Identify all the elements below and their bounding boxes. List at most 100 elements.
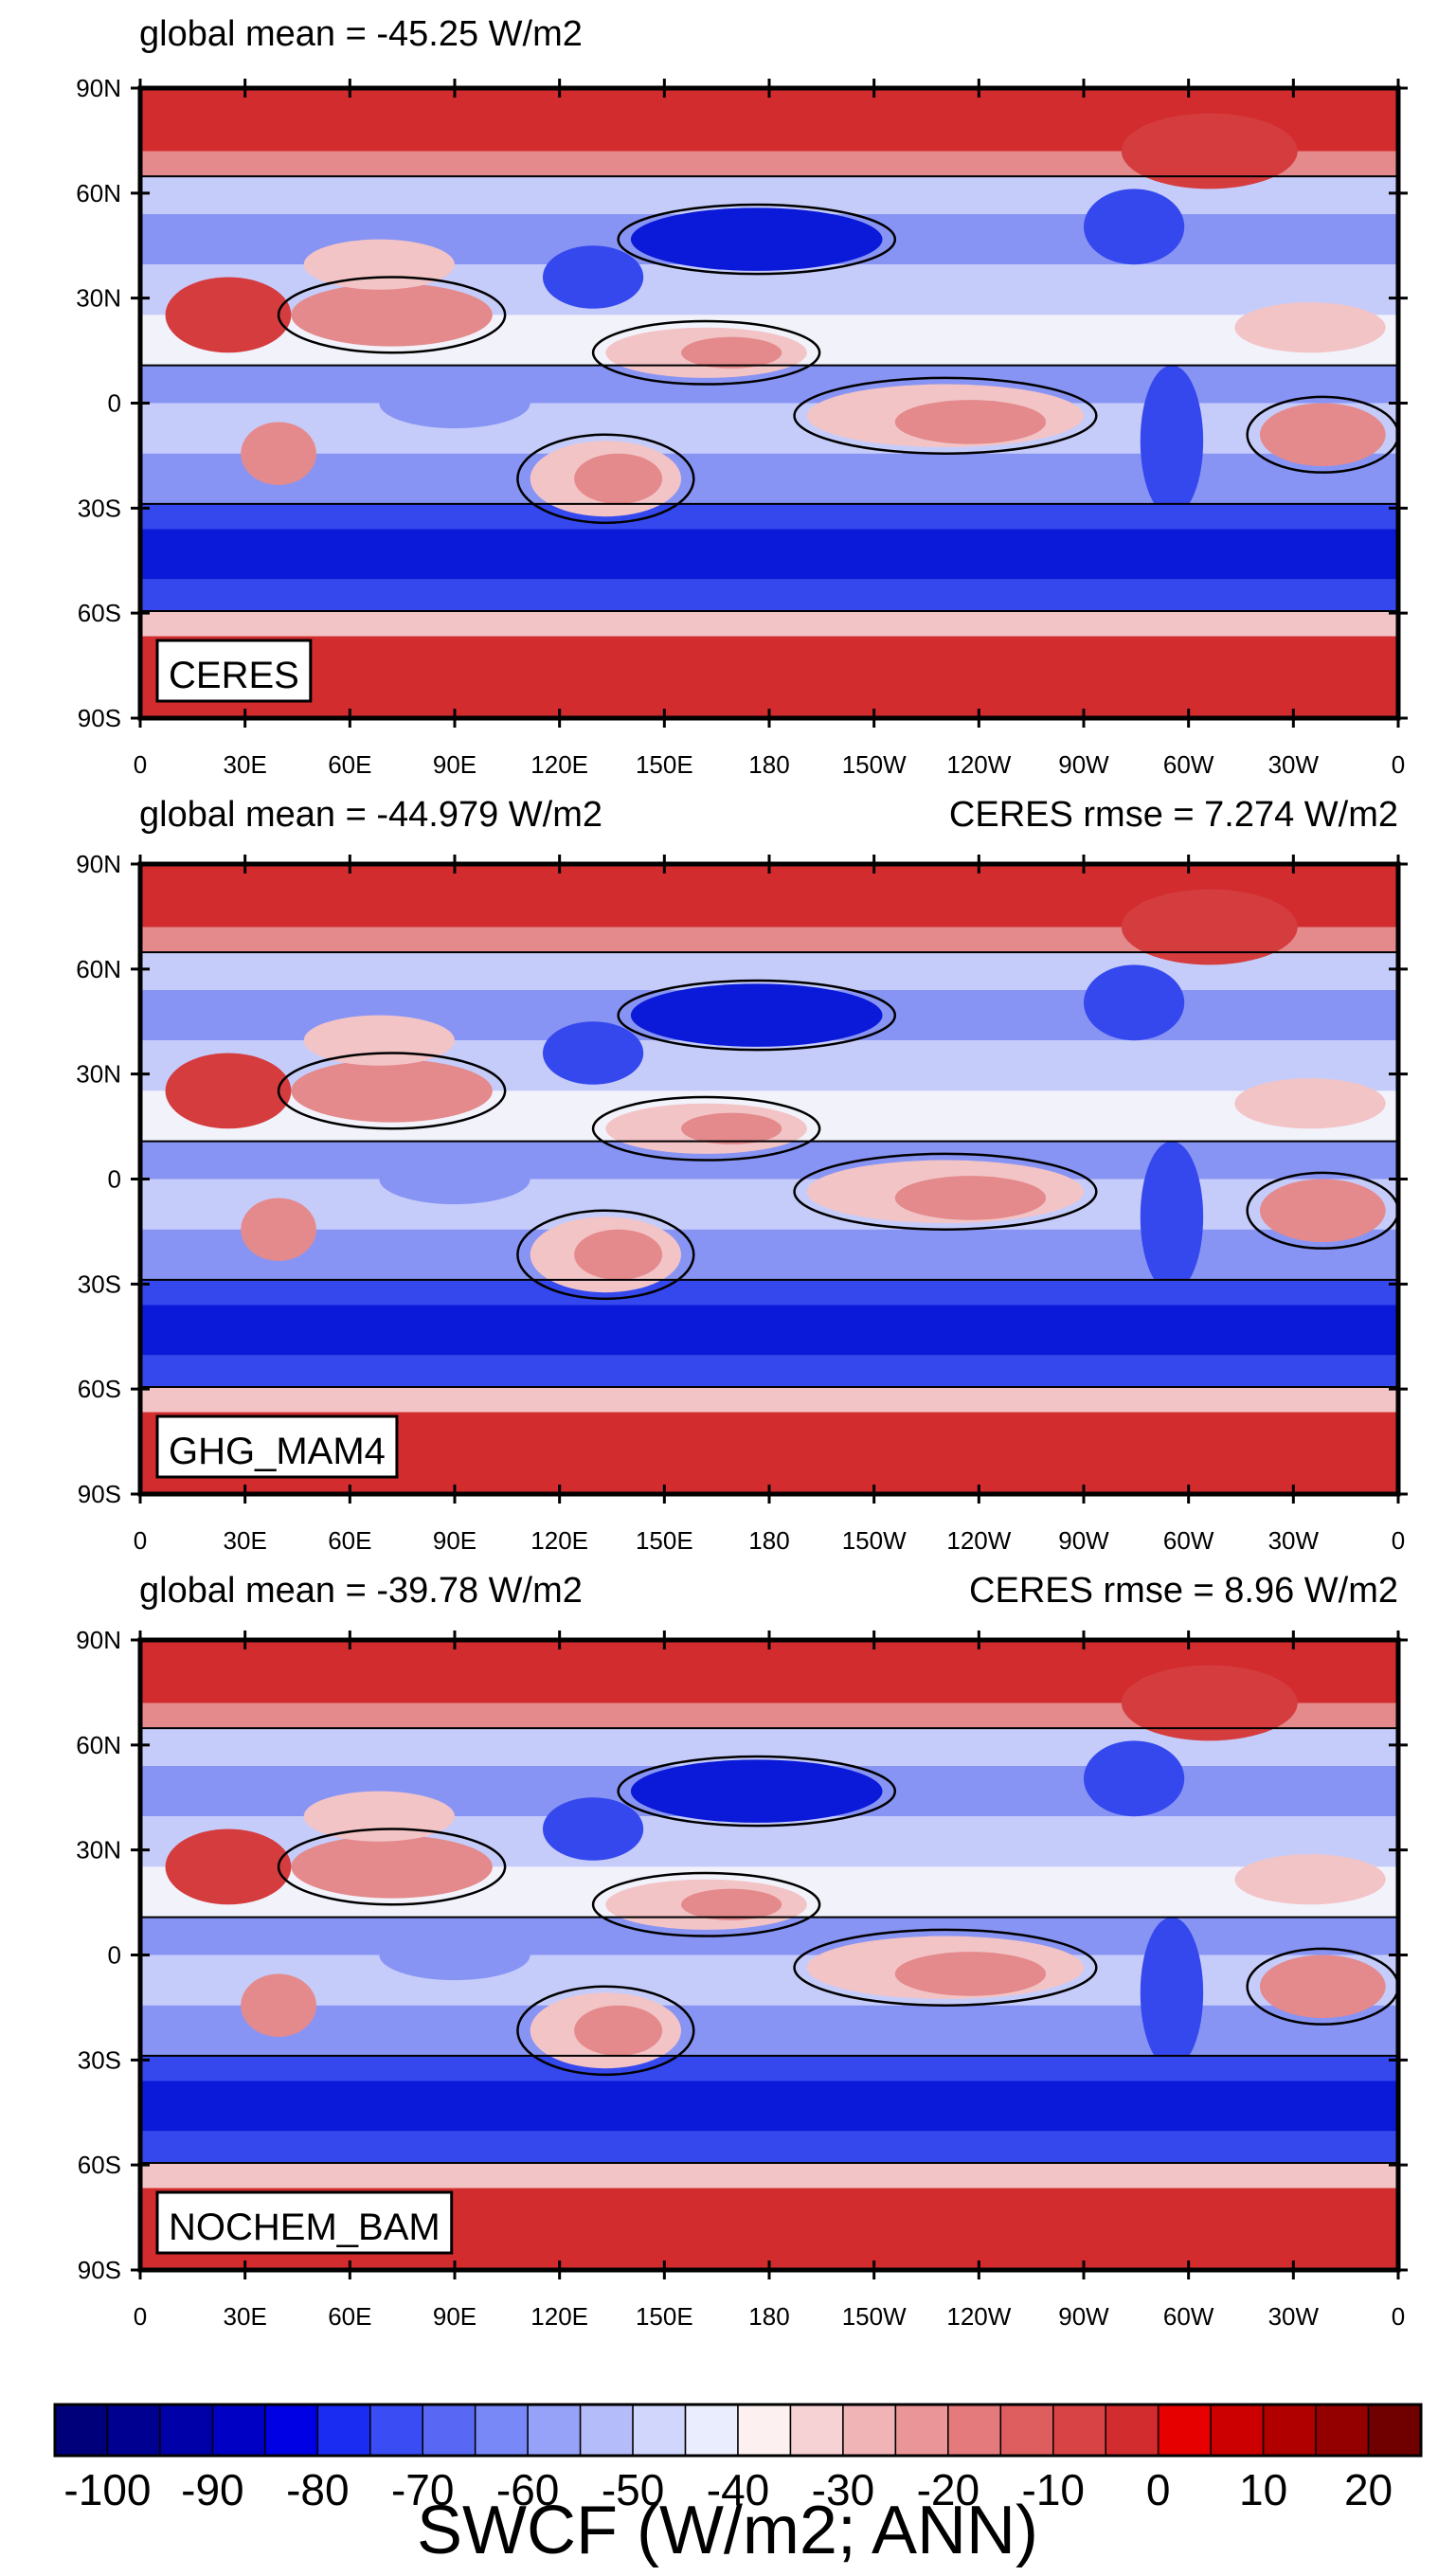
colorbar-tick-label: -70 (391, 2465, 454, 2514)
zonal-band (140, 2055, 1398, 2081)
colorbar-cell (999, 2404, 1054, 2457)
colorbar-tick-label: -50 (602, 2465, 664, 2514)
lat-tick-label: 90S (78, 1480, 121, 1508)
lon-tick-label: 150E (636, 2302, 693, 2331)
colorbar-cell (1315, 2404, 1370, 2457)
zonal-band (140, 636, 1398, 718)
colorbar-cell (474, 2404, 529, 2457)
colorbar-tick-label: 20 (1344, 2465, 1393, 2514)
contour-line (591, 1095, 821, 1162)
field-region (1259, 1955, 1386, 2018)
lon-tick-label: 120W (946, 750, 1011, 779)
field-region (1084, 964, 1185, 1041)
zonal-band (140, 453, 1398, 504)
lon-tick-label: 0 (1392, 2302, 1405, 2331)
zonal-band (140, 403, 1398, 454)
lon-tick-labels: 0 30E 60E 90E 120E 150E 180 150W 120W 90… (134, 2302, 1405, 2331)
lon-tick-label: 0 (134, 750, 147, 779)
field-region (894, 400, 1047, 444)
map-field (140, 864, 1400, 1494)
zonal-band (140, 1355, 1398, 1387)
field-region (165, 277, 292, 353)
field-region (681, 1888, 782, 1920)
colorbar-tick-label: -100 (63, 2465, 151, 2514)
contour-line (591, 1871, 821, 1937)
lon-tick-labels: 0 30E 60E 90E 120E 150E 180 150W 120W 90… (134, 750, 1405, 779)
colorbar-tick-label: -80 (286, 2465, 349, 2514)
field-region (1259, 403, 1386, 466)
lat-tick-label: 30S (78, 494, 121, 522)
lon-tick-label: 150E (636, 750, 693, 779)
panel-title-left: global mean = -45.25 W/m2 (139, 14, 583, 54)
lon-tick-label: 30W (1268, 1526, 1320, 1555)
contour-line (617, 979, 897, 1052)
colorbar-tick-label: -40 (707, 2465, 769, 2514)
map-panel-nochem-bam: global mean = -39.78 W/m2 CERES rmse = 8… (76, 1571, 1408, 2331)
colorbar-cell (632, 2404, 687, 2457)
panel-label: CERES (169, 655, 299, 696)
field-region (630, 983, 883, 1047)
colorbar-tick-label: -60 (496, 2465, 559, 2514)
lon-tick-label: 180 (748, 750, 789, 779)
field-region (542, 1797, 644, 1861)
contour-line (617, 203, 897, 276)
field-region (894, 1176, 1047, 1220)
lat-tick-label: 60N (76, 179, 121, 207)
colorbar-tick-labels: -100 -90 -80 -70 -60 -50 -40 -30 -20 -10… (63, 2465, 1393, 2514)
lat-tick-label: 30N (76, 1060, 121, 1089)
field-region (165, 1053, 292, 1129)
field-region (542, 1021, 644, 1085)
zonal-band (140, 503, 1398, 530)
lon-tick-label: 150W (842, 750, 907, 779)
colorbar-cell (737, 2404, 792, 2457)
field-region (894, 1952, 1047, 1996)
zonal-band (140, 1229, 1398, 1280)
map-panel-ghg-mam4: global mean = -44.979 W/m2 CERES rmse = … (76, 795, 1408, 1555)
panel-title-right: CERES rmse = 7.274 W/m2 (949, 795, 1398, 835)
lon-tick-label: 30W (1268, 2302, 1320, 2331)
zonal-band (140, 2081, 1398, 2132)
lat-tick-label: 0 (108, 389, 121, 418)
lon-tick-label: 90W (1058, 750, 1109, 779)
lat-tick-label: 90S (78, 704, 121, 732)
colorbar-tick-label: -30 (812, 2465, 874, 2514)
lon-tick-label: 90W (1058, 1526, 1109, 1555)
colorbar-cell (106, 2404, 161, 2457)
field-region (630, 207, 883, 271)
colorbar-cell (1367, 2404, 1422, 2457)
lon-tick-label: 0 (1392, 750, 1405, 779)
field-region (303, 1791, 455, 1842)
map-frame (131, 1630, 1408, 2279)
lon-tick-label: 0 (134, 1526, 147, 1555)
colorbar-cell (422, 2404, 476, 2457)
field-region (303, 1015, 455, 1066)
lat-tick-label: 30N (76, 284, 121, 313)
contour-line (591, 319, 821, 386)
lon-tick-label: 60W (1163, 1526, 1214, 1555)
zonal-band (140, 1386, 1398, 1413)
lat-tick-label: 0 (108, 1165, 121, 1194)
field-region (542, 245, 644, 309)
lat-tick-label: 90S (78, 2256, 121, 2284)
field-region (241, 1973, 316, 2037)
lat-tick-labels: 90N 60N 30N 0 30S 60S 90S (76, 1626, 121, 2284)
field-region (291, 1059, 493, 1123)
contour-line (277, 1052, 507, 1130)
zonal-band (140, 529, 1398, 580)
lon-tick-label: 150E (636, 1526, 693, 1555)
colorbar-tick-label: -90 (181, 2465, 243, 2514)
colorbar-cell (369, 2404, 423, 2457)
colorbar-cell (789, 2404, 844, 2457)
zonal-band (140, 1305, 1398, 1356)
field-region (1140, 365, 1204, 517)
zonal-band (140, 1279, 1398, 1306)
colorbar-tick-label: -20 (917, 2465, 980, 2514)
lon-tick-label: 60E (328, 2302, 371, 2331)
lon-tick-labels: 0 30E 60E 90E 120E 150E 180 150W 120W 90… (134, 1526, 1405, 1555)
zonal-band (140, 2005, 1398, 2056)
lat-tick-label: 60S (78, 2151, 121, 2179)
field-region (574, 1229, 663, 1280)
lon-tick-label: 30W (1268, 750, 1320, 779)
colorbar-cell (842, 2404, 897, 2457)
